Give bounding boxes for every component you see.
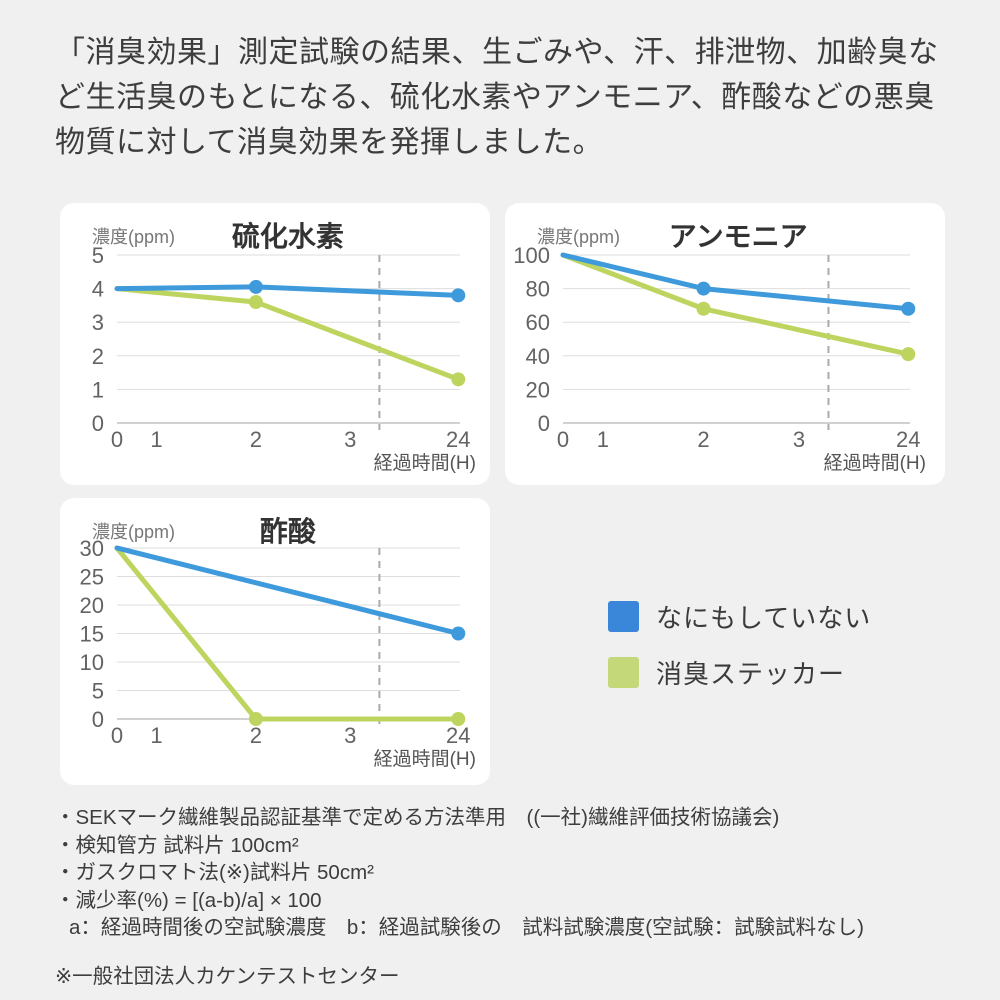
svg-text:24: 24 [446,723,470,748]
chart-card-ammonia: 0 20 40 60 80 100 0 1 2 3 24 濃度(ppm) アンモニア経過時間(H) [505,203,945,485]
svg-text:2: 2 [92,344,104,369]
svg-text:20: 20 [80,593,104,618]
legend-label-deodorant-sticker: 消臭ステッカー [656,659,846,689]
legend-swatch-untreated [608,601,639,632]
svg-text:5: 5 [92,679,104,704]
footnote: ・ガスクロマト法(※)試料片 50cm² [55,861,374,884]
svg-text:1: 1 [597,427,609,452]
svg-text:15: 15 [80,622,104,647]
legend-item-deodorant-sticker: 消臭ステッカー [608,654,871,691]
chart-card-hydrogen-sulfide: 0 1 2 3 4 5 0 1 2 3 24 濃度(ppm) 硫化水素 経過時間(H) [60,203,490,485]
svg-text:0: 0 [92,411,104,436]
svg-text:80: 80 [526,277,550,302]
svg-text:酢酸: 酢酸 [260,516,317,547]
svg-text:100: 100 [513,243,550,268]
svg-text:60: 60 [526,310,550,335]
svg-text:40: 40 [526,344,550,369]
svg-text:0: 0 [557,427,569,452]
svg-text:1: 1 [150,427,162,452]
svg-text:1: 1 [92,377,104,402]
footnotes: ・SEKマーク繊維製品認証基準で定める方法準用 ((一社)繊維評価技術協議会) … [55,804,965,990]
svg-text:24: 24 [446,427,470,452]
svg-text:3: 3 [344,427,356,452]
svg-text:3: 3 [793,427,805,452]
svg-text:24: 24 [896,427,920,452]
svg-text:経過時間(H): 経過時間(H) [374,452,476,474]
svg-text:25: 25 [80,565,104,590]
svg-text:濃度(ppm): 濃度(ppm) [92,522,175,542]
svg-text:2: 2 [250,723,262,748]
svg-text:硫化水素: 硫化水素 [232,220,344,252]
legend: なにもしていない 消臭ステッカー [608,598,871,710]
svg-text:10: 10 [80,650,104,675]
header-text: 「消臭効果」測定試験の結果、生ごみや、汗、排泄物、加齢臭など生活臭のもとになる、… [55,36,939,159]
svg-text:5: 5 [92,243,104,268]
svg-text:3: 3 [92,310,104,335]
svg-text:経過時間(H): 経過時間(H) [824,452,926,474]
svg-text:0: 0 [111,723,123,748]
svg-text:2: 2 [697,427,709,452]
svg-text:30: 30 [80,536,104,561]
legend-label-untreated: なにもしていない [656,603,872,633]
svg-text:20: 20 [526,377,550,402]
svg-text:0: 0 [92,707,104,732]
footnote: ・SEKマーク繊維製品認証基準で定める方法準用 ((一社)繊維評価技術協議会) [55,806,780,829]
svg-text:0: 0 [538,411,550,436]
footnote: a：経過時間後の空試験濃度 b：経過試験後の 試料試験濃度(空試験：試験試料なし… [69,916,864,939]
svg-text:2: 2 [250,427,262,452]
svg-text:4: 4 [92,277,104,302]
svg-text:1: 1 [150,723,162,748]
svg-text:濃度(ppm): 濃度(ppm) [92,227,175,247]
svg-text:0: 0 [111,427,123,452]
footnote: ・減少率(%) = [(a-b)/a] × 100 [55,888,322,912]
legend-swatch-deodorant-sticker [608,657,639,688]
chart-card-acetic-acid: 0 5 10 15 20 25 30 0 1 2 3 24 濃度(ppm) 酢酸 経過時間(H) [60,498,490,785]
footnote: ・検知管方 試料片 100cm² [55,833,299,857]
legend-item-untreated: なにもしていない [608,598,871,635]
svg-text:濃度(ppm): 濃度(ppm) [537,227,620,247]
svg-text:経過時間(H): 経過時間(H) [374,748,476,770]
svg-text:3: 3 [344,723,356,748]
svg-text:アンモニア: アンモニア [669,221,808,252]
source-note: ※一般社団法人カケンテストセンター [55,964,400,988]
